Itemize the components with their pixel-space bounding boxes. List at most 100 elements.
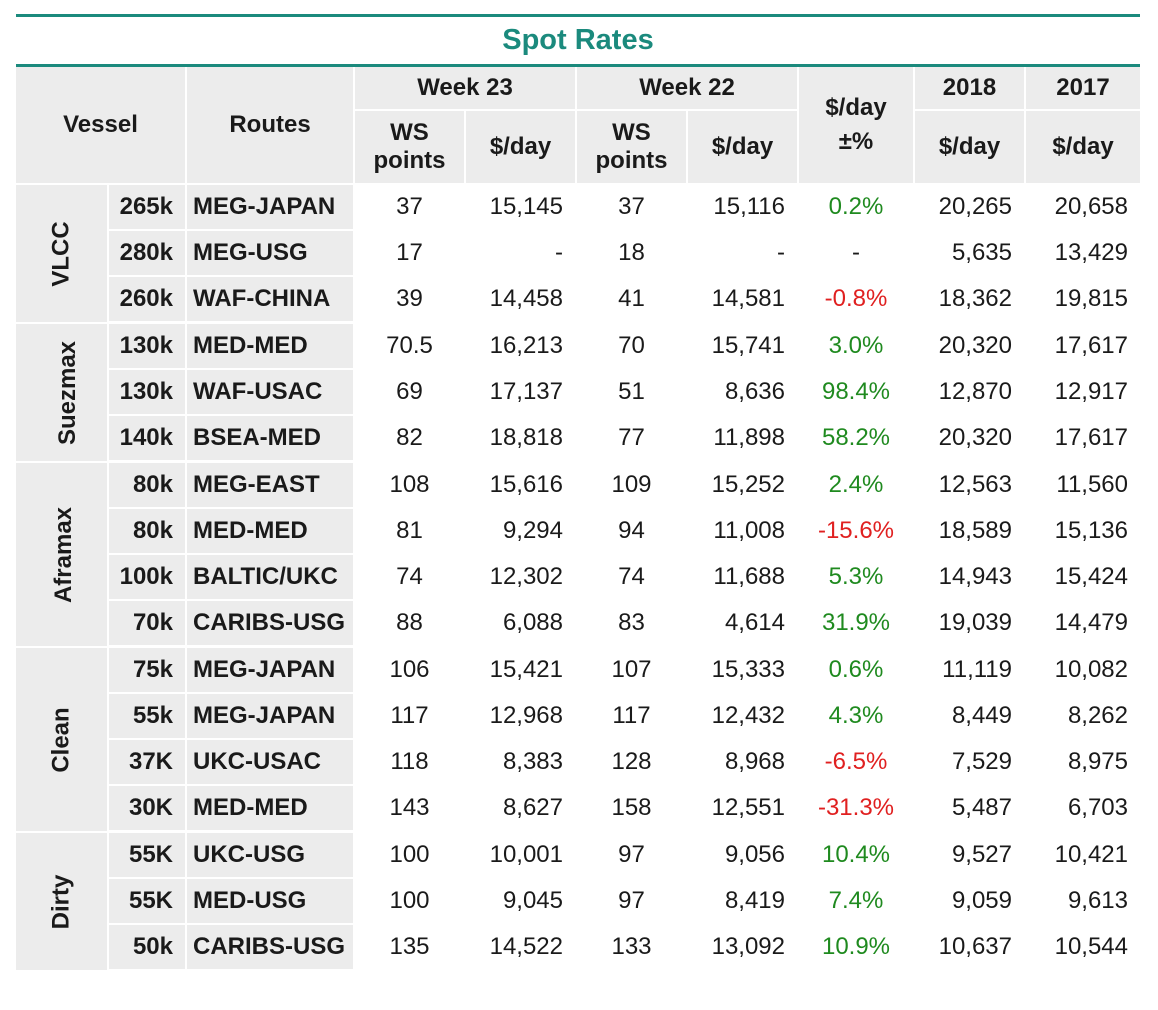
week23-day: 8,627 [466,786,577,833]
year-2018-day: 18,362 [915,277,1026,324]
week22-day: 15,741 [688,324,799,370]
vessel-size: 130k [109,370,187,416]
year-2017-day: 6,703 [1026,786,1140,833]
route-name: MED-MED [187,786,355,833]
year-2018-day: 19,039 [915,601,1026,648]
change-pct: 10.4% [799,833,915,879]
year-2018-day: 18,589 [915,509,1026,555]
change-pct: 31.9% [799,601,915,648]
week23-day: 17,137 [466,370,577,416]
vessel-size: 30K [109,786,187,833]
route-name: CARIBS-USG [187,925,355,972]
route-name: BALTIC/UKC [187,555,355,601]
week22-ws-header: WS points [577,111,688,185]
vessel-size: 55K [109,879,187,925]
week22-day: 4,614 [688,601,799,648]
year-2017-day: 15,136 [1026,509,1140,555]
vessel-group-label: Dirty [16,833,109,972]
week23-ws: 135 [355,925,466,972]
week23-day: 15,421 [466,648,577,694]
vessel-size: 260k [109,277,187,324]
week22-day: 14,581 [688,277,799,324]
week23-ws: 69 [355,370,466,416]
week22-day: 12,551 [688,786,799,833]
week23-ws: 88 [355,601,466,648]
change-pct: - [799,231,915,277]
route-name: MED-MED [187,509,355,555]
week23-day: 12,968 [466,694,577,740]
week23-day: 10,001 [466,833,577,879]
change-pct: 2.4% [799,463,915,509]
year-2018-day: 20,265 [915,185,1026,231]
change-pct: 0.2% [799,185,915,231]
table-row: Suezmax 130k MED-MED 70.5 16,213 70 15,741 3.0%… [16,324,1140,463]
week23-day: 9,045 [466,879,577,925]
vessel-size: 80k [109,509,187,555]
vessel-group-label: Aframax [16,463,109,648]
week23-ws: 70.5 [355,324,466,370]
week23-day: 9,294 [466,509,577,555]
vessel-size: 55k [109,694,187,740]
year-2017-header: 2017 [1026,67,1140,111]
week23-day-header: $/day [466,111,577,185]
table-row: Aframax 80k MEG-EAST 108 15,616 109 15,252 2.4%… [16,463,1140,648]
week23-day: 6,088 [466,601,577,648]
table-body: VLCC 265k MEG-JAPAN 37 15,145 37 15,116 0.2% 20,… [16,185,1140,972]
vessel-group-label: Clean [16,648,109,833]
week23-ws: 108 [355,463,466,509]
week22-day: 11,008 [688,509,799,555]
vessel-size: 80k [109,463,187,509]
year-2018-day: 7,529 [915,740,1026,786]
week23-ws: 39 [355,277,466,324]
year-2017-day: 19,815 [1026,277,1140,324]
week23-ws: 17 [355,231,466,277]
routes-header: Routes [187,67,355,185]
week23-ws: 37 [355,185,466,231]
week23-day: 12,302 [466,555,577,601]
table-row: 130k WAF-USAC 69 17,137 51 8,636 98.4% 12,870 12… [16,370,1140,416]
week23-day: 14,458 [466,277,577,324]
week22-day: 11,688 [688,555,799,601]
route-name: WAF-CHINA [187,277,355,324]
vessel-group-name: VLCC [47,220,75,287]
table-row: 280k MEG-USG 17-18- -5,635 13,429 [16,231,1140,277]
year-2017-day: 15,424 [1026,555,1140,601]
year-2017-day: 17,617 [1026,324,1140,370]
year-2018-day: 11,119 [915,648,1026,694]
route-name: MEG-JAPAN [187,694,355,740]
change-pct: 7.4% [799,879,915,925]
year-2018-day-header: $/day [915,111,1026,185]
ws-line2: points [373,147,446,174]
week23-ws: 100 [355,833,466,879]
ws-line1: WS [612,119,651,146]
route-name: UKC-USG [187,833,355,879]
change-pct: -6.5% [799,740,915,786]
spot-rates-table: Vessel Routes Week 23 Week 22 $/day ±% 2… [16,67,1140,972]
week22-day: 8,419 [688,879,799,925]
vessel-size: 280k [109,231,187,277]
vessel-size: 37K [109,740,187,786]
route-name: CARIBS-USG [187,601,355,648]
year-2018-day: 9,527 [915,833,1026,879]
week22-day: 9,056 [688,833,799,879]
year-2017-day: 10,082 [1026,648,1140,694]
week23-day: 8,383 [466,740,577,786]
week22-day: 12,432 [688,694,799,740]
change-pct: 58.2% [799,416,915,463]
year-2018-day: 12,563 [915,463,1026,509]
route-name: WAF-USAC [187,370,355,416]
year-2018-day: 12,870 [915,370,1026,416]
year-2018-day: 5,635 [915,231,1026,277]
year-2017-day: 20,658 [1026,185,1140,231]
week23-ws: 81 [355,509,466,555]
week22-ws: 18 [577,231,688,277]
table-row: 37K UKC-USAC 118 8,383 128 8,968 -6.5% 7,529 8,9… [16,740,1140,786]
vessel-group-name: Clean [47,706,75,773]
change-header: $/day ±% [799,67,915,185]
year-2018-day: 20,320 [915,324,1026,370]
route-name: MED-MED [187,324,355,370]
change-pct: -31.3% [799,786,915,833]
week22-ws: 51 [577,370,688,416]
title-bar: Spot Rates [16,14,1140,64]
week23-day: 18,818 [466,416,577,463]
